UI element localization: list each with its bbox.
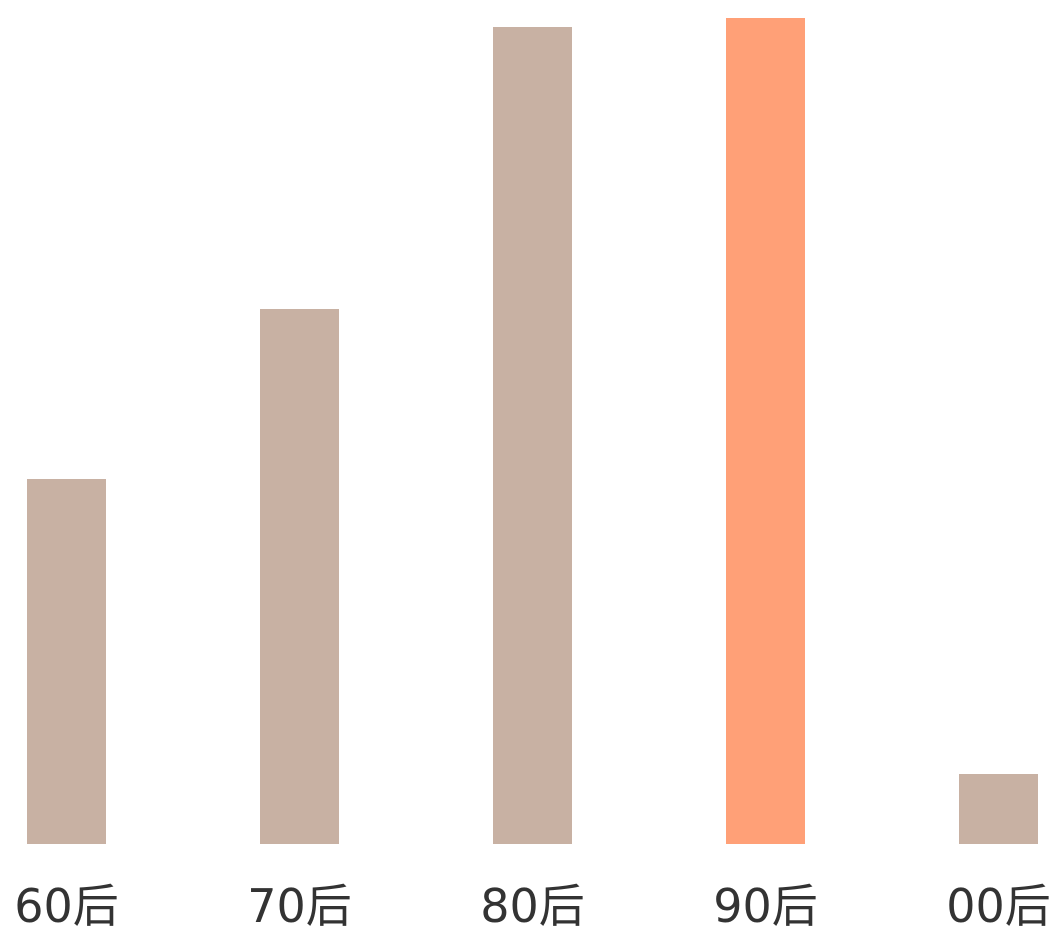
bar-2 — [493, 27, 572, 844]
x-tick-label-3: 90后 — [713, 879, 818, 932]
bar-4 — [959, 774, 1038, 844]
x-tick-label-1: 70后 — [247, 879, 352, 932]
bar-3 — [726, 18, 805, 844]
x-tick-label-0: 60后 — [14, 879, 119, 932]
bars-group — [27, 18, 1038, 844]
x-tick-label-4: 00后 — [946, 879, 1051, 932]
bar-0 — [27, 479, 106, 844]
category-labels-group: 60后 70后 80后 90后 00后 — [14, 879, 1051, 932]
bar-1 — [260, 309, 339, 844]
x-tick-label-2: 80后 — [480, 879, 585, 932]
